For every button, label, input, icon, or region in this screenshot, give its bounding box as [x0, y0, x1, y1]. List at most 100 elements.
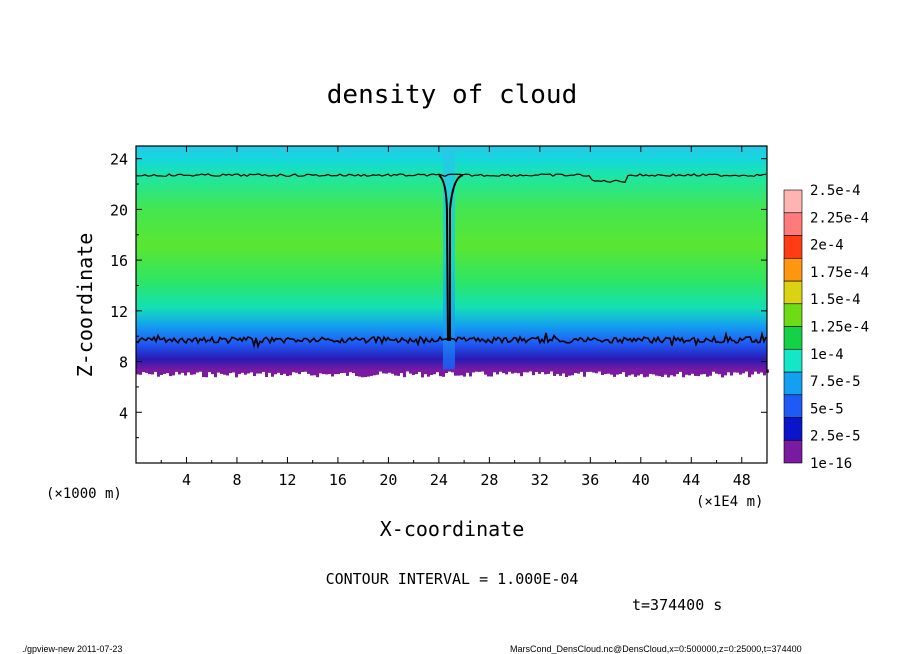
x-tick-label: 24: [430, 471, 448, 489]
cloud-base-cell: [610, 369, 613, 375]
cloud-base-cell: [271, 369, 274, 377]
cloud-base-cell: [706, 369, 709, 377]
x-axis: 4 8 12 16 20 24 28 32 36 40 44 48: [160, 146, 751, 489]
x-tick-label: 8: [232, 471, 241, 489]
cloud-base-cell: [514, 369, 517, 373]
y-tick-label: 20: [110, 201, 128, 219]
footer-left: ./gpview-new 2011-07-23: [22, 644, 122, 654]
cloud-base-cell: [469, 369, 472, 377]
colorbar-segment: [783, 189, 803, 214]
cloud-base-cell: [547, 369, 550, 374]
cloud-base-edge: [136, 369, 769, 378]
cloud-base-cell: [658, 369, 661, 377]
cloud-base-cell: [148, 369, 151, 375]
cloud-base-cell: [307, 369, 310, 374]
colorbar: 1e-16 2.5e-5 5e-5 7.5e-5 1e-4 1.25e-4 1.5e-4 1.…: [783, 183, 869, 472]
cloud-base-cell: [535, 369, 538, 372]
cloud-base-cell: [661, 369, 664, 377]
cloud-base-cell: [751, 369, 754, 375]
cloud-base-cell: [460, 369, 463, 376]
cloud-base-cell: [721, 369, 724, 378]
cloud-base-cell: [373, 369, 376, 376]
cloud-base-cell: [166, 369, 169, 374]
cloud-base-cell: [586, 369, 589, 372]
cloud-base-cell: [250, 369, 253, 373]
cloud-base-cell: [628, 369, 631, 376]
cloud-base-cell: [571, 369, 574, 376]
cloud-base-cell: [664, 369, 667, 375]
cloud-base-cell: [346, 369, 349, 376]
cloud-base-cell: [466, 369, 469, 373]
cloud-base-cell: [595, 369, 598, 374]
colorbar-segment: [783, 371, 803, 396]
cloud-base-cell: [397, 369, 400, 376]
cloud-base-cell: [169, 369, 172, 377]
cloud-base-cell: [634, 369, 637, 377]
colorbar-label: 7.5e-5: [810, 374, 861, 390]
cloud-base-cell: [421, 369, 424, 378]
cloud-base-cell: [274, 369, 277, 375]
cloud-base-cell: [433, 369, 436, 375]
cloud-base-cell: [607, 369, 610, 374]
cloud-base-cell: [196, 369, 199, 373]
colorbar-label: 1e-16: [810, 456, 852, 472]
cloud-base-cell: [313, 369, 316, 376]
cloud-base-cell: [325, 369, 328, 375]
footer-right: MarsCond_DensCloud.nc@DensCloud,x=0:5000…: [510, 644, 802, 654]
x-tick-label: 36: [581, 471, 599, 489]
colorbar-segment: [783, 280, 803, 305]
cloud-base-cell: [616, 369, 619, 375]
cloud-base-cell: [442, 369, 445, 377]
cloud-base-cell: [724, 369, 727, 376]
cloud-base-cell: [304, 369, 307, 372]
cloud-base-cell: [238, 369, 241, 375]
cloud-base-cell: [379, 369, 382, 372]
cloud-base-cell: [241, 369, 244, 373]
cloud-base-cell: [190, 369, 193, 375]
cloud-base-cell: [574, 369, 577, 374]
cloud-base-cell: [454, 369, 457, 376]
y-tick-label: 4: [119, 404, 128, 422]
cloud-base-cell: [676, 369, 679, 375]
cloud-base-cell: [667, 369, 670, 378]
cloud-base-cell: [670, 369, 673, 376]
cloud-base-cell: [511, 369, 514, 374]
cloud-base-cell: [526, 369, 529, 373]
cloud-base-cell: [640, 369, 643, 375]
cloud-base-cell: [316, 369, 319, 378]
cloud-base-cell: [517, 369, 520, 374]
cloud-base-cell: [637, 369, 640, 376]
cloud-base-cell: [583, 369, 586, 377]
colorbar-segment: [783, 257, 803, 282]
cloud-base-cell: [565, 369, 568, 378]
cloud-base-cell: [286, 369, 289, 376]
colorbar-segment: [783, 326, 803, 350]
cloud-base-cell: [193, 369, 196, 375]
cloud-base-cell: [277, 369, 280, 373]
cloud-base-cell: [280, 369, 283, 376]
cloud-base-cell: [499, 369, 502, 372]
cloud-base-cell: [199, 369, 202, 372]
cloud-base-cell: [322, 369, 325, 375]
cloud-base-cell: [589, 369, 592, 372]
cloud-base-cell: [439, 369, 442, 377]
cloud-base-cell: [157, 369, 160, 377]
cloud-base-cell: [463, 369, 466, 377]
chart-title: density of cloud: [327, 80, 577, 110]
contour-interval-text: CONTOUR INTERVAL = 1.000E-04: [326, 570, 579, 588]
cloud-base-cell: [622, 369, 625, 373]
cloud-base-cell: [337, 369, 340, 375]
cloud-base-cell: [715, 369, 718, 374]
cloud-base-cell: [757, 369, 760, 374]
cloud-base-cell: [727, 369, 730, 373]
cloud-base-cell: [175, 369, 178, 372]
cloud-base-cell: [745, 369, 748, 372]
cloud-base-cell: [685, 369, 688, 375]
y-axis-label: Z-coordinate: [73, 233, 97, 378]
colorbar-label: 1.75e-4: [810, 265, 869, 281]
cloud-base-cell: [682, 369, 685, 378]
cloud-base-cell: [208, 369, 211, 373]
cloud-base-cell: [484, 369, 487, 375]
cloud-base-cell: [265, 369, 268, 377]
cloud-base-cell: [412, 369, 415, 375]
